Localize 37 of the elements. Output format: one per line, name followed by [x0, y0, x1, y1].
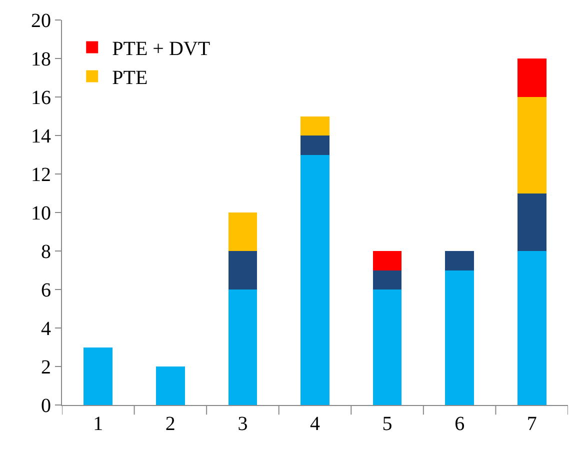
legend-label: PTE — [112, 67, 148, 89]
bar — [372, 251, 402, 270]
x-tick-label: 7 — [526, 413, 537, 435]
bar — [228, 251, 258, 290]
x-tick-label: 2 — [165, 413, 176, 435]
bar — [445, 270, 474, 405]
x-tick-label: 6 — [454, 413, 465, 435]
legend-label: PTE + DVT — [112, 38, 210, 60]
x-tick-label: 1 — [93, 413, 104, 435]
bar — [300, 154, 330, 405]
y-tick-label: 10 — [31, 202, 51, 224]
y-tick-label: 4 — [41, 318, 51, 340]
bar — [517, 193, 546, 251]
bar — [300, 136, 330, 155]
x-tick-label: 3 — [238, 413, 248, 435]
bar — [84, 347, 113, 405]
bar — [228, 212, 258, 251]
y-tick-label: 18 — [31, 48, 51, 70]
x-tick-label: 4 — [310, 413, 320, 435]
x-tick-label: 5 — [382, 413, 392, 435]
y-tick-label: 0 — [41, 395, 51, 417]
y-tick-label: 14 — [31, 126, 51, 148]
bar — [517, 58, 546, 97]
y-tick-label: 8 — [41, 241, 51, 263]
y-tick-label: 6 — [41, 280, 51, 302]
bar — [300, 116, 330, 136]
y-tick-label: 2 — [41, 356, 51, 378]
bar — [372, 270, 402, 290]
bar — [517, 97, 546, 194]
bar — [372, 290, 402, 405]
bar — [228, 290, 258, 405]
y-tick-label: 12 — [31, 164, 51, 186]
bar — [517, 251, 546, 405]
y-tick-label: 16 — [31, 87, 51, 109]
bar — [445, 251, 474, 270]
bar — [156, 366, 185, 405]
y-tick-label: 20 — [31, 10, 51, 32]
